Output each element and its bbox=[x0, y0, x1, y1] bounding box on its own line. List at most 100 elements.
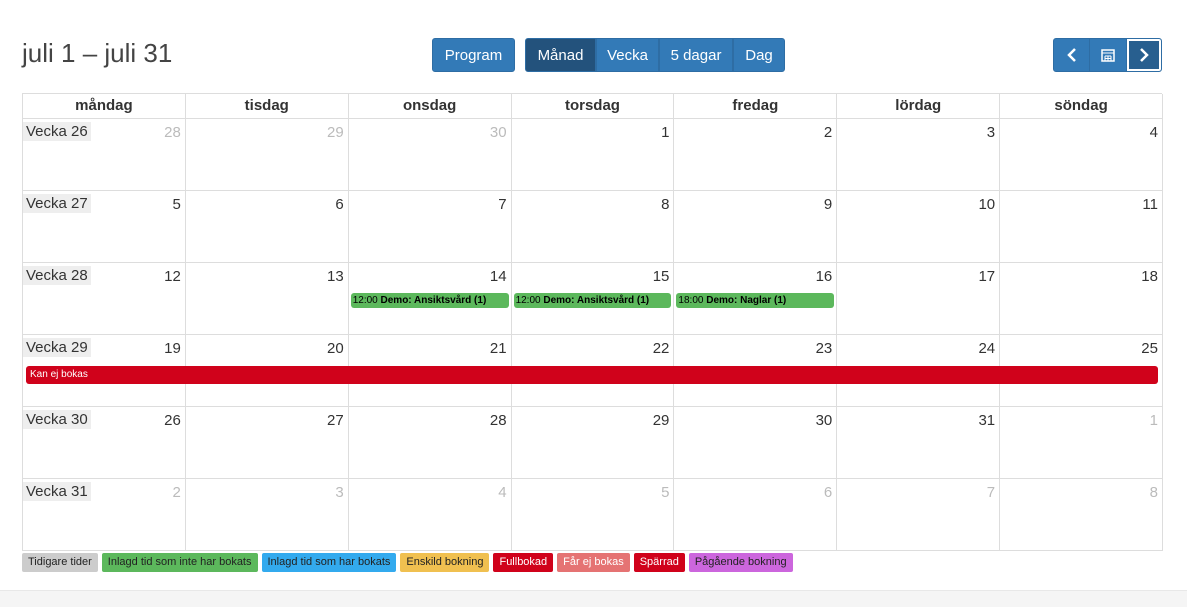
day-cell[interactable]: 29 bbox=[185, 119, 349, 191]
day-number: 7 bbox=[498, 196, 507, 213]
week-label: Vecka 28 bbox=[23, 266, 91, 285]
day-cell[interactable]: 3 bbox=[837, 119, 1001, 191]
day-cell[interactable]: 5 bbox=[511, 479, 675, 551]
event[interactable]: 12:00 Demo: Ansiktsvård (1) bbox=[513, 293, 672, 308]
week-label: Vecka 27 bbox=[23, 194, 91, 213]
day-number: 4 bbox=[498, 484, 507, 501]
next-icon bbox=[1140, 48, 1149, 62]
day-cell[interactable]: 7 bbox=[348, 191, 512, 263]
view-button[interactable]: Månad bbox=[525, 38, 596, 72]
view-button[interactable]: 5 dagar bbox=[659, 38, 733, 72]
day-cell[interactable]: 26 Vecka 30 bbox=[23, 407, 186, 479]
day-cell[interactable]: 16 18:00 Demo: Naglar (1) bbox=[674, 263, 838, 335]
day-number: 28 bbox=[164, 124, 181, 141]
day-cell[interactable]: 4 bbox=[348, 479, 512, 551]
blocked-banner[interactable]: Kan ej bokas bbox=[26, 366, 1158, 384]
legend-item: Inlagd tid som inte har bokats bbox=[101, 553, 258, 572]
view-button[interactable]: Vecka bbox=[596, 38, 659, 72]
day-cell[interactable]: 9 bbox=[674, 191, 838, 263]
program-button[interactable]: Program bbox=[432, 38, 515, 72]
day-number: 3 bbox=[986, 124, 996, 141]
day-cell[interactable]: 28 bbox=[348, 407, 512, 479]
weekday-header: söndag bbox=[1000, 94, 1163, 119]
day-number: 5 bbox=[661, 484, 670, 501]
day-number: 16 bbox=[815, 268, 833, 285]
day-cell[interactable]: 1 bbox=[1000, 407, 1163, 479]
event-time: 18:00 bbox=[678, 295, 704, 306]
day-number: 18 bbox=[1141, 268, 1158, 285]
day-number: 31 bbox=[978, 412, 996, 429]
day-cell[interactable]: 10 bbox=[837, 191, 1001, 263]
day-cell[interactable]: 5 Vecka 27 bbox=[23, 191, 186, 263]
day-number: 9 bbox=[823, 196, 833, 213]
day-number: 28 bbox=[489, 412, 507, 429]
day-cell[interactable]: 17 bbox=[837, 263, 1001, 335]
weekday-header: tisdag bbox=[185, 94, 349, 119]
day-cell[interactable]: 11 bbox=[1000, 191, 1163, 263]
day-cell[interactable]: 4 bbox=[1000, 119, 1163, 191]
week-label: Vecka 31 bbox=[23, 482, 91, 501]
legend-item: Inlagd tid som har bokats bbox=[261, 553, 397, 572]
day-cell[interactable]: 28 Vecka 26 bbox=[23, 119, 186, 191]
day-cell[interactable]: 7 bbox=[837, 479, 1001, 551]
next-button[interactable] bbox=[1126, 38, 1162, 72]
day-number: 1 bbox=[661, 124, 670, 141]
day-cell[interactable]: 13 bbox=[185, 263, 349, 335]
day-cell[interactable]: 30 bbox=[348, 119, 512, 191]
event[interactable]: 18:00 Demo: Naglar (1) bbox=[676, 293, 835, 308]
calendar-button[interactable] bbox=[1089, 38, 1127, 72]
day-cell[interactable]: 29 bbox=[511, 407, 675, 479]
day-cell[interactable]: 18 bbox=[1000, 263, 1163, 335]
day-number: 30 bbox=[815, 412, 833, 429]
legend-item: Spärrad bbox=[633, 553, 685, 572]
day-cell[interactable]: 8 bbox=[511, 191, 675, 263]
footer-strip bbox=[0, 590, 1187, 607]
day-number: 20 bbox=[327, 340, 344, 357]
day-number: 8 bbox=[1149, 484, 1158, 501]
day-cell[interactable]: 31 bbox=[837, 407, 1001, 479]
day-number: 24 bbox=[978, 340, 996, 357]
day-cell[interactable]: 2 Vecka 31 bbox=[23, 479, 186, 551]
day-number: 19 bbox=[164, 340, 181, 357]
day-number: 1 bbox=[1149, 412, 1158, 429]
day-number: 10 bbox=[978, 196, 996, 213]
day-cell[interactable]: 12 Vecka 28 bbox=[23, 263, 186, 335]
event[interactable]: 12:00 Demo: Ansiktsvård (1) bbox=[350, 293, 509, 308]
day-cell[interactable]: 2 bbox=[674, 119, 838, 191]
day-number: 12 bbox=[164, 268, 181, 285]
view-button[interactable]: Dag bbox=[733, 38, 785, 72]
day-cell[interactable]: 14 12:00 Demo: Ansiktsvård (1) bbox=[348, 263, 512, 335]
day-number: 8 bbox=[661, 196, 670, 213]
day-cell[interactable]: 8 bbox=[1000, 479, 1163, 551]
day-number: 21 bbox=[489, 340, 507, 357]
day-number: 30 bbox=[489, 124, 507, 141]
weekday-header: lördag bbox=[837, 94, 1001, 119]
day-cell[interactable]: 30 bbox=[674, 407, 838, 479]
day-number: 7 bbox=[986, 484, 996, 501]
day-cell[interactable]: 6 bbox=[674, 479, 838, 551]
day-cell[interactable]: 25 bbox=[1000, 335, 1163, 407]
day-number: 25 bbox=[1141, 340, 1158, 357]
legend-item: Fullbokad bbox=[493, 553, 554, 572]
legend-item: Tidigare tider bbox=[22, 553, 98, 572]
day-number: 5 bbox=[172, 196, 181, 213]
day-cell[interactable]: 19 Vecka 29 bbox=[23, 335, 186, 407]
title: juli 1 – juli 31 bbox=[22, 38, 173, 68]
day-number: 6 bbox=[823, 484, 833, 501]
event-title: Demo: Ansiktsvård (1) bbox=[380, 295, 487, 306]
day-cell[interactable]: 15 12:00 Demo: Ansiktsvård (1) bbox=[511, 263, 675, 335]
day-cell[interactable]: 3 bbox=[185, 479, 349, 551]
legend-item: Enskild bokning bbox=[400, 553, 490, 572]
day-number: 26 bbox=[164, 412, 181, 429]
day-number: 2 bbox=[823, 124, 833, 141]
event-title: Demo: Naglar (1) bbox=[706, 295, 787, 306]
day-number: 29 bbox=[327, 124, 344, 141]
day-cell[interactable]: 6 bbox=[185, 191, 349, 263]
day-cell[interactable]: 1 bbox=[511, 119, 675, 191]
weekday-header: fredag bbox=[674, 94, 838, 119]
week-label: Vecka 29 bbox=[23, 338, 91, 357]
week-label: Vecka 30 bbox=[23, 410, 91, 429]
prev-button[interactable] bbox=[1053, 38, 1090, 72]
day-cell[interactable]: 27 bbox=[185, 407, 349, 479]
